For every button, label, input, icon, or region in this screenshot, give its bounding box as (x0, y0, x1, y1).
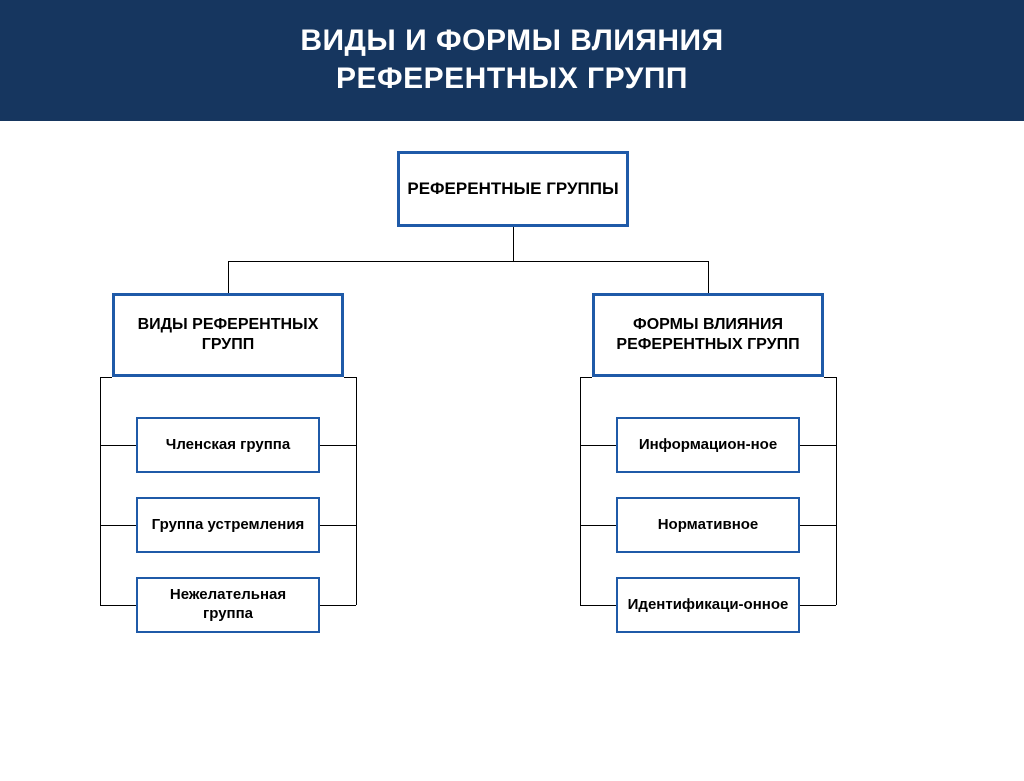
connector (800, 445, 836, 446)
connector (580, 605, 616, 606)
node-label: ФОРМЫ ВЛИЯНИЯ РЕФЕРЕНТНЫХ ГРУПП (601, 315, 815, 355)
node-label: ВИДЫ РЕФЕРЕНТНЫХ ГРУПП (121, 315, 335, 355)
connector (228, 261, 229, 293)
node-branch-forms: ФОРМЫ ВЛИЯНИЯ РЕФЕРЕНТНЫХ ГРУПП (592, 293, 824, 377)
connector (580, 377, 592, 378)
node-leaf-membership: Членская группа (136, 417, 320, 473)
slide-title-bar: ВИДЫ И ФОРМЫ ВЛИЯНИЯ РЕФЕРЕНТНЫХ ГРУПП (0, 0, 1024, 121)
connector (356, 377, 357, 605)
node-leaf-info: Информацион-ное (616, 417, 800, 473)
connector (100, 525, 136, 526)
node-label: Информацион-ное (639, 436, 777, 455)
connector (320, 445, 356, 446)
title-line-1: ВИДЫ И ФОРМЫ ВЛИЯНИЯ (0, 22, 1024, 60)
connector (800, 605, 836, 606)
connector (344, 377, 356, 378)
node-label: Группа устремления (152, 516, 305, 535)
connector (580, 377, 581, 605)
node-root: РЕФЕРЕНТНЫЕ ГРУППЫ (397, 151, 629, 227)
connector (824, 377, 836, 378)
node-label: Нежелательная группа (144, 586, 312, 624)
node-leaf-identify: Идентификаци-онное (616, 577, 800, 633)
connector (228, 261, 708, 262)
connector (513, 227, 514, 261)
title-line-2: РЕФЕРЕНТНЫХ ГРУПП (0, 60, 1024, 98)
node-leaf-aspiration: Группа устремления (136, 497, 320, 553)
diagram-canvas: РЕФЕРЕНТНЫЕ ГРУППЫ ВИДЫ РЕФЕРЕНТНЫХ ГРУП… (0, 121, 1024, 781)
connector (580, 525, 616, 526)
connector (708, 261, 709, 293)
connector (100, 605, 136, 606)
connector (320, 525, 356, 526)
connector (836, 377, 837, 605)
node-label: Идентификаци-онное (628, 596, 789, 615)
node-label: Членская группа (166, 436, 290, 455)
connector (800, 525, 836, 526)
node-leaf-undesired: Нежелательная группа (136, 577, 320, 633)
node-leaf-normative: Нормативное (616, 497, 800, 553)
connector (580, 445, 616, 446)
node-label: Нормативное (658, 516, 759, 535)
node-label: РЕФЕРЕНТНЫЕ ГРУППЫ (407, 178, 618, 199)
node-branch-types: ВИДЫ РЕФЕРЕНТНЫХ ГРУПП (112, 293, 344, 377)
connector (320, 605, 356, 606)
connector (100, 445, 136, 446)
connector (100, 377, 101, 605)
connector (100, 377, 112, 378)
